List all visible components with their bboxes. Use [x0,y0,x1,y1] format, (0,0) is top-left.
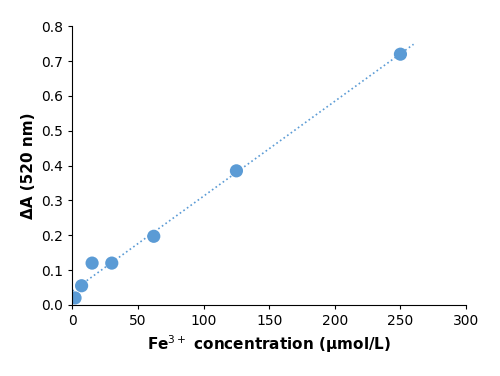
Point [71,295,79,301]
Point [396,51,404,57]
Point [232,168,240,174]
X-axis label: Fe$^{3+}$ concentration (μmol/L): Fe$^{3+}$ concentration (μmol/L) [147,334,392,355]
Point [78,283,86,289]
Point [88,260,96,266]
Y-axis label: ΔA (520 nm): ΔA (520 nm) [21,112,36,219]
Point [108,260,116,266]
Point [150,233,158,239]
